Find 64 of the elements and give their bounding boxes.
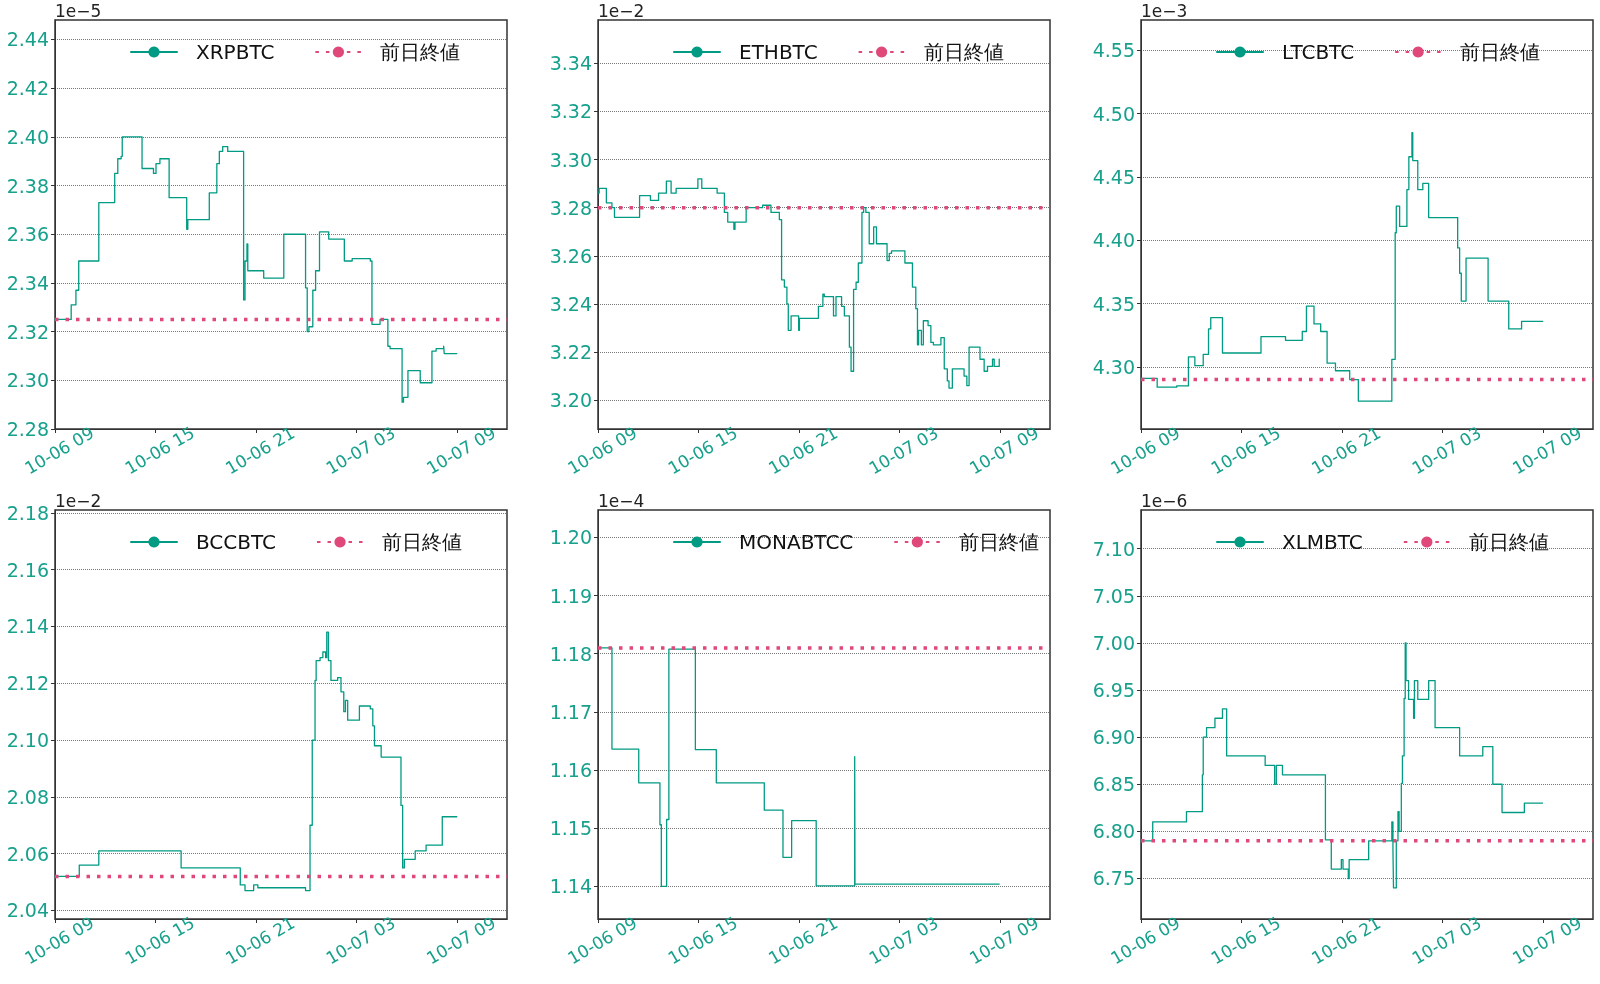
legend-label: 前日終値: [1460, 40, 1541, 64]
y-tick-label: 1.19: [549, 584, 592, 607]
y-tick-label: 2.14: [6, 615, 49, 638]
y-tick-label: 4.35: [1092, 292, 1135, 315]
y-tick-label: 3.32: [549, 100, 592, 123]
y-tick-label: 1.20: [549, 526, 592, 549]
y-tick-label: 6.85: [1092, 773, 1135, 796]
y-tick-label: 2.06: [6, 842, 49, 865]
y-tick-label: 2.18: [6, 501, 49, 524]
legend-label: BCCBTC: [196, 530, 277, 554]
legend-label: 前日終値: [1468, 530, 1549, 554]
legend-label: MONABTCC: [739, 530, 854, 554]
y-tick-label: 4.30: [1092, 355, 1135, 378]
annotation: 1e−5: [55, 0, 102, 21]
legend-label: 前日終値: [382, 530, 463, 554]
annotation: 1e−6: [1141, 490, 1188, 511]
y-tick-label: 2.10: [6, 729, 49, 752]
y-tick-label: 4.50: [1092, 102, 1135, 125]
legend-label: XRPBTC: [196, 40, 275, 64]
y-tick-label: 3.22: [549, 341, 592, 364]
y-tick-label: 2.08: [6, 785, 49, 808]
y-tick-label: 4.40: [1092, 229, 1135, 252]
y-tick-label: 4.55: [1092, 39, 1135, 62]
annotation: 1e−2: [55, 490, 102, 511]
y-tick-label: 2.32: [6, 320, 49, 343]
y-tick-label: 7.10: [1092, 537, 1135, 560]
y-tick-label: 3.26: [549, 244, 592, 267]
y-tick-label: 6.95: [1092, 679, 1135, 701]
y-tick-label: 3.28: [549, 196, 592, 219]
legend-label: 前日終値: [923, 40, 1004, 64]
legend-label: 前日終値: [380, 40, 461, 64]
y-tick-label: 6.90: [1092, 726, 1135, 749]
y-tick-label: 2.34: [6, 271, 49, 294]
annotation: 1e−3: [1141, 0, 1188, 21]
y-tick-label: 2.12: [6, 672, 49, 695]
y-tick-label: 2.38: [6, 174, 49, 197]
y-tick-label: 1.16: [549, 759, 592, 782]
y-tick-label: 6.75: [1092, 867, 1135, 890]
annotation: 1e−2: [598, 0, 645, 21]
legend-label: XLMBTC: [1282, 530, 1363, 554]
y-tick-label: 7.05: [1092, 584, 1135, 607]
y-tick-label: 1.18: [549, 642, 592, 665]
legend-label: 前日終値: [959, 530, 1040, 554]
legend-label: ETHBTC: [739, 40, 818, 64]
y-tick-label: 1.14: [549, 875, 592, 898]
legend-label: LTCBTC: [1282, 40, 1355, 64]
annotation: 1e−4: [598, 490, 645, 511]
y-tick-label: 2.30: [6, 369, 49, 392]
y-tick-label: 2.40: [6, 125, 49, 148]
y-tick-label: 3.24: [549, 292, 592, 315]
y-tick-label: 6.80: [1092, 820, 1135, 843]
y-tick-label: 3.34: [549, 52, 592, 75]
y-tick-label: 1.17: [549, 700, 592, 723]
y-tick-label: 2.28: [6, 418, 49, 440]
y-tick-label: 2.44: [6, 28, 49, 51]
y-tick-label: 7.00: [1092, 631, 1135, 654]
y-tick-label: 2.42: [6, 77, 49, 100]
y-tick-label: 1.15: [549, 817, 592, 840]
y-tick-label: 3.30: [549, 148, 592, 171]
y-tick-label: 4.45: [1092, 166, 1135, 189]
y-tick-label: 2.04: [6, 899, 49, 922]
y-tick-label: 2.16: [6, 558, 49, 581]
y-tick-label: 3.20: [549, 389, 592, 412]
y-tick-label: 2.36: [6, 223, 49, 246]
